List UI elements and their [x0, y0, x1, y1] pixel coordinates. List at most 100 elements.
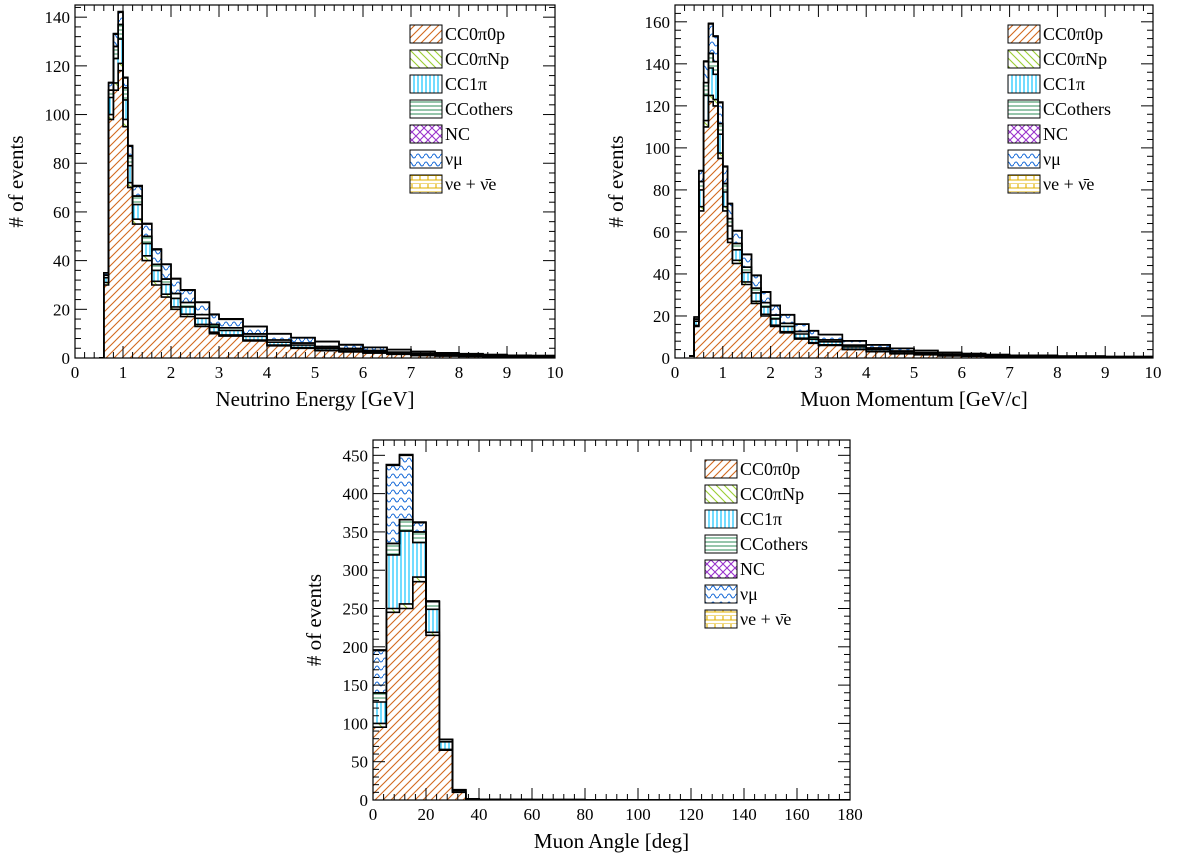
chart-muon-momentum: 0 1 2 3 4 5 6 7 8 9 10 0 20 40 60 80 100 120 140 160 Muon Mo… — [590, 0, 1165, 420]
legend-swatch — [1007, 99, 1041, 119]
legend-label: νe + ν̄e — [740, 609, 791, 629]
y-axis-title: # of events — [4, 135, 28, 227]
x-tick-label: 120 — [678, 805, 704, 824]
x-tick-label: 10 — [547, 363, 564, 382]
x-axis-title: Neutrino Energy [GeV] — [215, 387, 414, 411]
y-tick-label: 20 — [653, 307, 670, 326]
legend-swatch — [409, 149, 443, 169]
legend-label: CC1π — [1043, 74, 1085, 94]
plot-frame — [372, 439, 851, 801]
legend-label: CC0πNp — [1043, 49, 1107, 69]
y-tick-label: 100 — [645, 139, 671, 158]
legend-swatch — [1007, 149, 1041, 169]
x-tick-label: 100 — [625, 805, 651, 824]
y-tick-label: 60 — [53, 203, 70, 222]
legend-swatch — [1007, 74, 1041, 94]
chart-neutrino-energy: 0 1 2 3 4 5 6 7 8 9 10 0 20 40 60 80 100 120 140 Neutrino E… — [0, 0, 575, 420]
y-tick-label: 160 — [645, 13, 671, 32]
series-6-outline — [99, 10, 555, 358]
x-axis-title: Muon Momentum [GeV/c] — [800, 387, 1027, 411]
series-2-area — [373, 531, 850, 800]
x-tick-label: 60 — [524, 805, 541, 824]
x-tick-label: 20 — [418, 805, 435, 824]
legend-swatch — [1007, 174, 1041, 194]
y-tick-label: 100 — [45, 106, 71, 125]
x-tick-label: 3 — [215, 363, 224, 382]
y-tick-label: 150 — [343, 676, 369, 695]
x-tick-label: 4 — [862, 363, 871, 382]
y-axis-title: # of events — [604, 135, 628, 227]
x-tick-label: 4 — [263, 363, 272, 382]
y-tick-label: 140 — [645, 55, 671, 74]
x-tick-label: 2 — [766, 363, 775, 382]
y-tick-label: 20 — [53, 300, 70, 319]
y-tick-label: 120 — [45, 57, 71, 76]
legend-swatch — [704, 609, 738, 629]
x-tick-label: 2 — [167, 363, 176, 382]
x-tick-label: 0 — [71, 363, 80, 382]
y-tick-label: 300 — [343, 561, 369, 580]
legend-swatch — [704, 509, 738, 529]
y-tick-label: 140 — [45, 8, 71, 27]
legend-label: CCothers — [1043, 99, 1111, 119]
legend-swatch — [409, 74, 443, 94]
y-tick-label: 0 — [62, 349, 71, 368]
legend-label: CC0π0p — [740, 459, 800, 479]
x-tick-label: 160 — [784, 805, 810, 824]
chart-muon-angle-svg: 0 20 40 60 80 100 120 140 160 180 0 50 100 150 200 250 3… — [302, 439, 863, 853]
legend-label: CC1π — [445, 74, 487, 94]
legend-swatch — [704, 534, 738, 554]
x-tick-label: 6 — [359, 363, 368, 382]
plot-area — [99, 10, 555, 358]
x-tick-label: 180 — [837, 805, 863, 824]
y-tick-label: 40 — [53, 252, 70, 271]
y-tick-label: 80 — [653, 181, 670, 200]
x-tick-label: 7 — [1005, 363, 1014, 382]
x-tick-label: 0 — [671, 363, 680, 382]
legend-label: NC — [740, 559, 765, 579]
legend-swatch — [704, 584, 738, 604]
legend-label: NC — [1043, 124, 1068, 144]
x-tick-label: 10 — [1145, 363, 1162, 382]
legend-label: CC1π — [740, 509, 782, 529]
legend-label: CC0πNp — [740, 484, 804, 504]
legend-swatch — [1007, 49, 1041, 69]
legend-label: CCothers — [445, 99, 513, 119]
legend-swatch — [1007, 24, 1041, 44]
y-tick-label: 60 — [653, 223, 670, 242]
legend-swatch — [409, 49, 443, 69]
x-tick-label: 1 — [119, 363, 128, 382]
x-tick-label: 140 — [731, 805, 757, 824]
x-tick-label: 7 — [407, 363, 416, 382]
y-tick-label: 400 — [343, 485, 369, 504]
y-tick-label: 0 — [662, 349, 671, 368]
y-axis-title: # of events — [302, 574, 326, 666]
x-tick-label: 1 — [719, 363, 728, 382]
legend-label: CC0π0p — [445, 24, 505, 44]
x-tick-label: 80 — [577, 805, 594, 824]
x-tick-label: 3 — [814, 363, 823, 382]
series-0-area — [689, 101, 1153, 358]
series-0-area — [373, 581, 850, 800]
legend-label: νe + ν̄e — [1043, 174, 1094, 194]
x-axis-title: Muon Angle [deg] — [534, 829, 689, 853]
legend-swatch — [704, 459, 738, 479]
legend-label: νμ — [445, 149, 463, 169]
y-tick-label: 120 — [645, 97, 671, 116]
x-tick-label: 9 — [1101, 363, 1110, 382]
x-tick-label: 40 — [471, 805, 488, 824]
legend-label: CC0π0p — [1043, 24, 1103, 44]
series-0-area — [99, 70, 555, 358]
legend-label: νμ — [1043, 149, 1061, 169]
legend-swatch — [704, 559, 738, 579]
legend-swatch — [409, 99, 443, 119]
y-tick-label: 50 — [351, 753, 368, 772]
y-tick-label: 40 — [653, 265, 670, 284]
legend-swatch — [409, 174, 443, 194]
y-tick-label: 450 — [343, 446, 369, 465]
legend-swatch — [1007, 124, 1041, 144]
x-tick-label: 0 — [369, 805, 378, 824]
chart-muon-angle: 0 20 40 60 80 100 120 140 160 180 0 50 100 150 200 250 3… — [295, 432, 870, 857]
